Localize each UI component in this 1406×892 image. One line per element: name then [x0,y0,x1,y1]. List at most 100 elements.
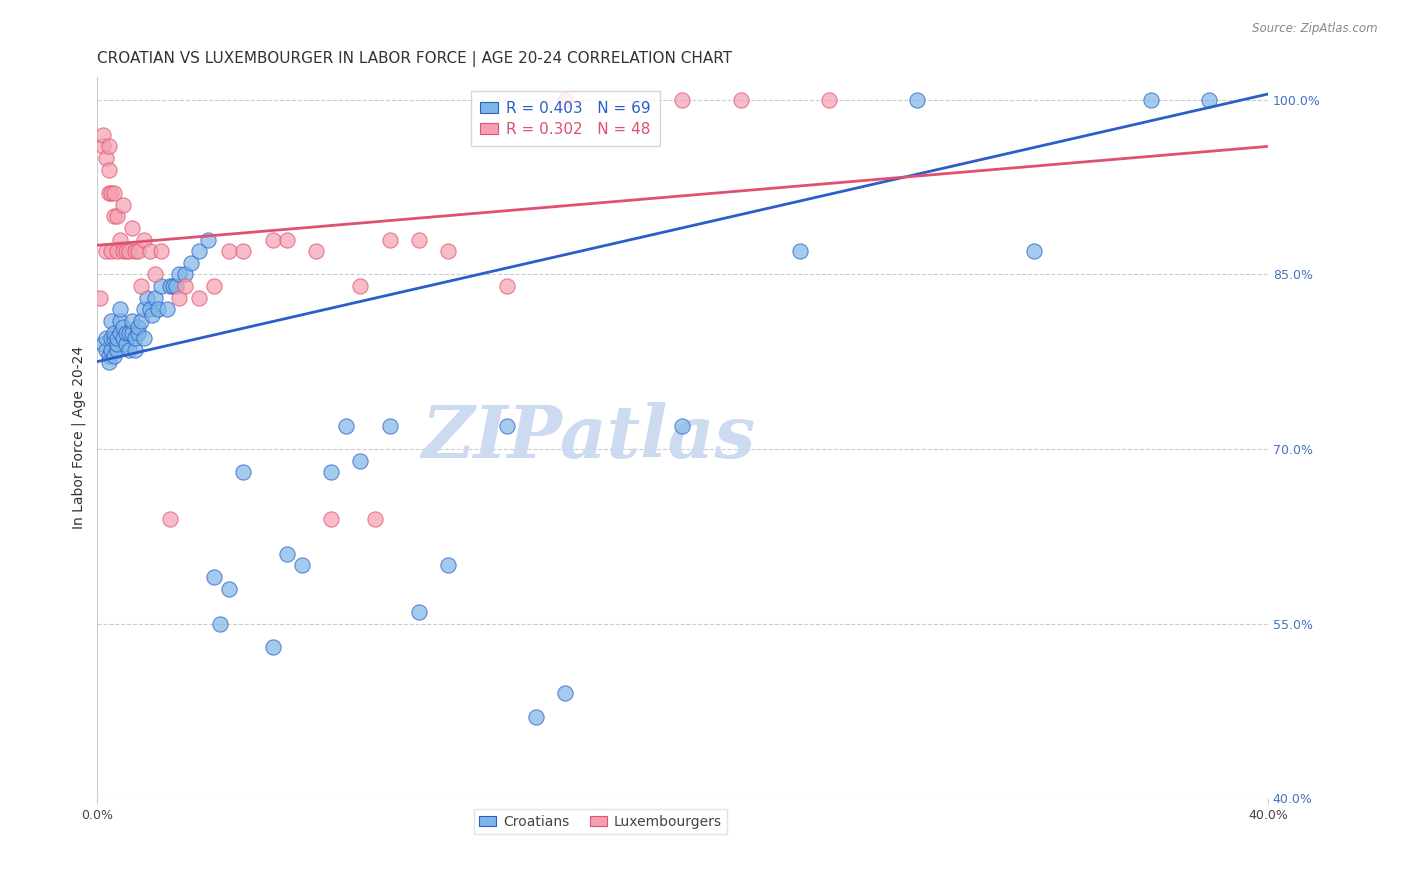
Point [121,220,143,235]
Point [112,197,135,211]
Point [524,709,547,723]
Text: ZIPatlas: ZIPatlas [422,402,756,473]
Point [132,331,155,345]
Point [135,291,157,305]
Point [94,343,117,357]
Point [105,244,128,259]
Point [202,279,225,293]
Point [188,291,211,305]
Point [112,331,135,345]
Point [1198,93,1220,107]
Point [408,605,430,619]
Point [817,93,839,107]
Point [94,331,117,345]
Point [173,279,195,293]
Point [97,139,120,153]
Point [110,233,132,247]
Point [1022,244,1045,259]
Point [112,244,135,259]
Point [103,186,125,200]
Point [218,582,240,596]
Point [188,244,211,259]
Point [127,326,149,340]
Point [378,233,401,247]
Point [349,279,371,293]
Point [100,186,122,200]
Point [262,640,284,654]
Point [105,343,128,357]
Point [89,291,111,305]
Point [1140,93,1163,107]
Point [100,244,122,259]
Point [262,233,284,247]
Point [115,244,138,259]
Point [127,319,149,334]
Point [202,570,225,584]
Point [94,151,117,165]
Point [118,244,141,259]
Point [97,162,120,177]
Point [232,244,254,259]
Point [103,331,125,345]
Point [232,465,254,479]
Point [162,279,184,293]
Point [671,418,693,433]
Point [173,268,195,282]
Point [554,686,576,700]
Point [378,418,401,433]
Point [197,233,219,247]
Point [100,314,122,328]
Point [97,186,120,200]
Point [110,326,132,340]
Point [408,233,430,247]
Point [124,331,146,345]
Point [141,308,163,322]
Point [291,558,314,573]
Point [437,558,460,573]
Point [115,337,138,351]
Point [110,314,132,328]
Point [156,302,179,317]
Point [91,139,114,153]
Point [145,268,167,282]
Point [495,279,517,293]
Point [276,233,298,247]
Point [124,343,146,357]
Point [730,93,752,107]
Point [145,291,167,305]
Text: CROATIAN VS LUXEMBOURGER IN LABOR FORCE | AGE 20-24 CORRELATION CHART: CROATIAN VS LUXEMBOURGER IN LABOR FORCE … [97,51,733,67]
Point [335,418,357,433]
Point [159,279,181,293]
Point [437,244,460,259]
Point [167,291,190,305]
Point [218,244,240,259]
Point [100,343,122,357]
Point [105,331,128,345]
Point [121,326,143,340]
Point [132,302,155,317]
Point [97,349,120,363]
Point [127,244,149,259]
Point [103,326,125,340]
Point [118,343,141,357]
Point [349,453,371,467]
Point [91,337,114,351]
Point [124,244,146,259]
Point [180,256,202,270]
Point [495,418,517,433]
Point [118,326,141,340]
Point [129,279,152,293]
Point [305,244,328,259]
Point [121,314,143,328]
Y-axis label: In Labor Force | Age 20-24: In Labor Force | Age 20-24 [72,346,86,529]
Point [150,244,173,259]
Point [91,128,114,142]
Text: Source: ZipAtlas.com: Source: ZipAtlas.com [1253,22,1378,36]
Point [319,512,342,526]
Point [148,302,170,317]
Point [100,331,122,345]
Point [159,512,181,526]
Point [319,465,342,479]
Point [165,279,187,293]
Point [789,244,811,259]
